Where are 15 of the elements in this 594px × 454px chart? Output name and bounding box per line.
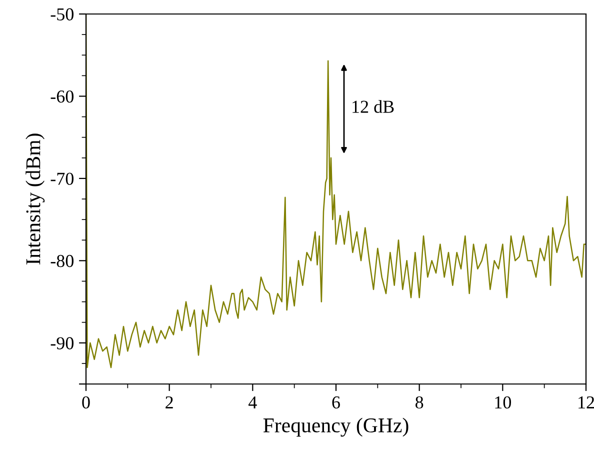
y-tick-label: -50 — [50, 8, 74, 20]
y-tick-label: -70 — [50, 172, 74, 185]
x-tick-label: 8 — [416, 396, 424, 409]
y-axis-title: Intensity (dBm) — [26, 134, 45, 264]
x-tick-label: 10 — [495, 396, 512, 409]
x-tick-label: 12 — [578, 396, 594, 408]
x-axis-title: Frequency (GHz) — [263, 418, 408, 437]
x-tick-label: 6 — [332, 396, 340, 409]
x-tick-label: 4 — [248, 396, 257, 408]
annotation: 12 dB — [352, 100, 394, 113]
y-tick-label: -90 — [50, 337, 74, 350]
y-tick-label: -80 — [50, 254, 74, 268]
x-tick-label: 0 — [82, 396, 90, 409]
x-tick-label: 2 — [166, 396, 173, 408]
y-tick-label: -60 — [50, 90, 74, 103]
